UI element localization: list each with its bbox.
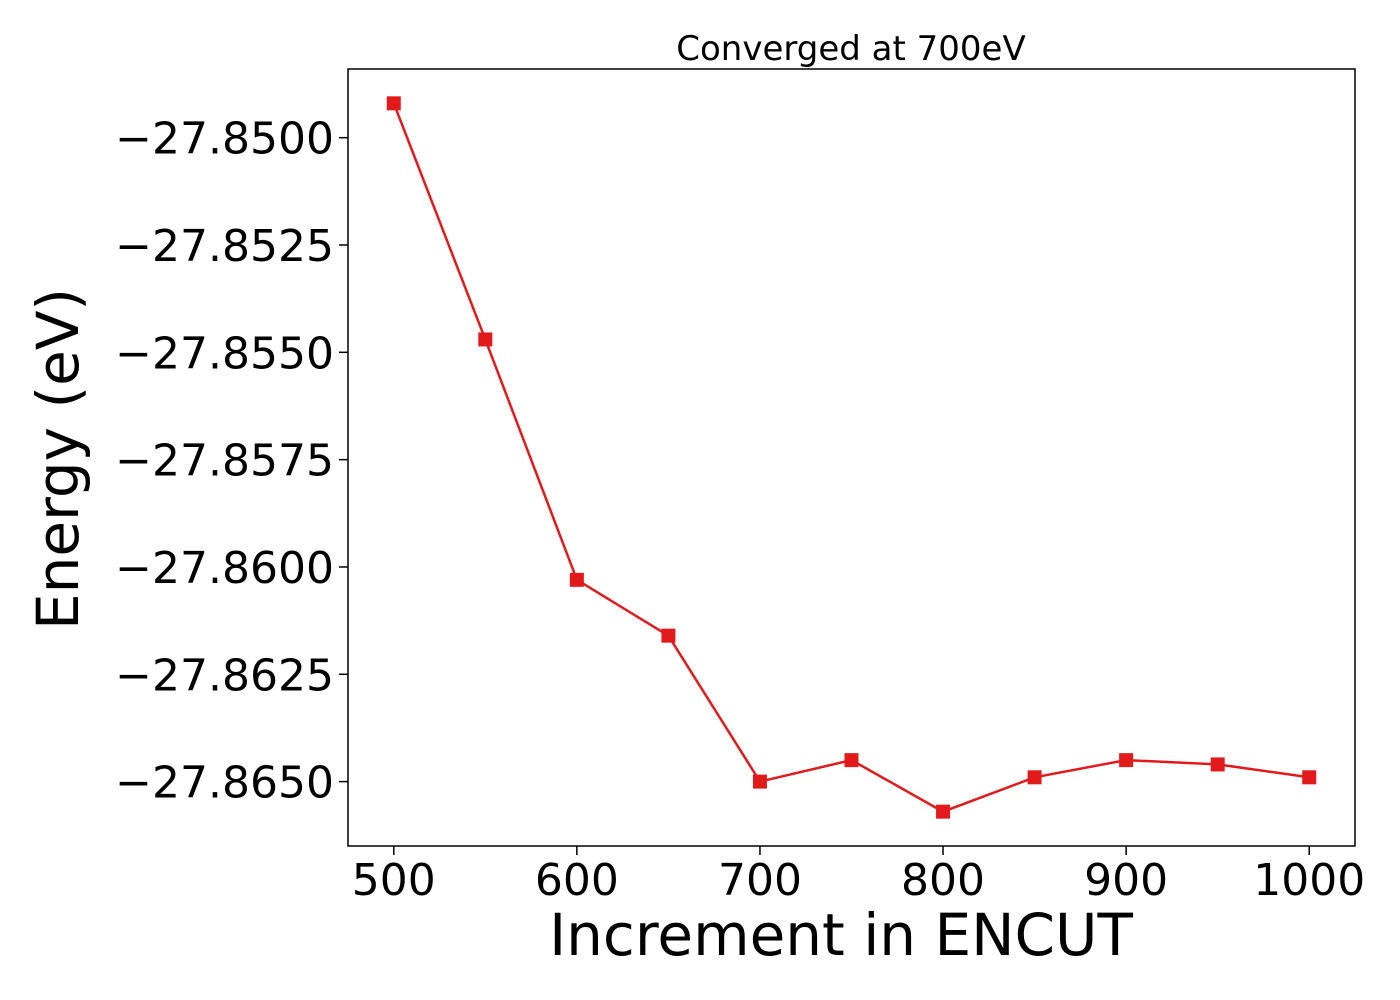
data-point-marker	[1119, 753, 1134, 768]
plot-area	[386, 96, 1317, 819]
x-axis-label: Increment in ENCUT	[549, 901, 1133, 969]
y-tick-label: −27.8525	[115, 221, 334, 272]
data-point-marker	[569, 572, 584, 587]
data-point-marker	[386, 96, 401, 111]
plot-frame	[347, 68, 1356, 847]
y-axis: −27.8500 −27.8525 −27.8550 −27.8575 −27.8600…	[115, 114, 348, 809]
y-tick-label: −27.8600	[115, 543, 334, 594]
x-tick-label: 700	[718, 855, 802, 906]
x-tick-label: 600	[535, 855, 619, 906]
data-point-marker	[661, 628, 676, 643]
data-point-marker	[1027, 770, 1042, 785]
data-point-marker	[844, 753, 859, 768]
data-point-marker	[478, 332, 493, 347]
x-tick-label: 1000	[1253, 855, 1365, 906]
y-tick-label: −27.8575	[115, 436, 334, 487]
data-point-marker	[752, 774, 767, 789]
y-axis-label: Energy (eV)	[24, 288, 92, 630]
data-point-marker	[936, 804, 951, 819]
x-tick-label: 800	[901, 855, 985, 906]
data-point-marker	[1302, 770, 1317, 785]
y-tick-label: −27.8625	[115, 650, 334, 701]
chart-title: Converged at 700eV	[676, 29, 1025, 69]
series-line	[392, 102, 1310, 814]
data-point-marker	[1210, 757, 1225, 772]
y-tick-label: −27.8550	[115, 328, 334, 379]
y-tick-label: −27.8500	[115, 114, 334, 165]
y-tick-label: −27.8650	[115, 758, 334, 809]
x-axis: 500 600 700 800 900 1000	[352, 846, 1365, 906]
x-tick-label: 900	[1084, 855, 1168, 906]
x-tick-label: 500	[352, 855, 436, 906]
